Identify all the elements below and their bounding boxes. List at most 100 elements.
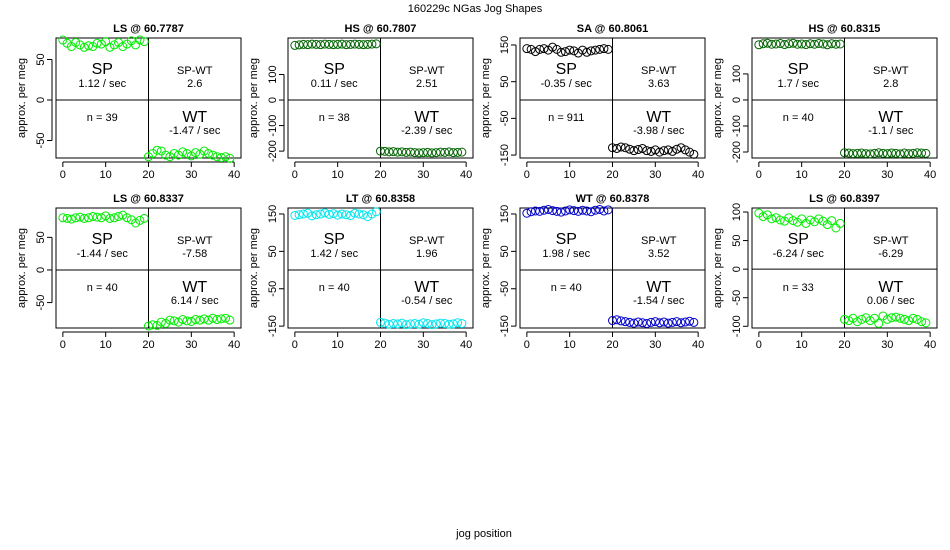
data-point xyxy=(148,320,158,330)
data-point xyxy=(805,39,815,49)
data-point xyxy=(522,44,532,54)
x-tick-label: 0 xyxy=(60,339,66,351)
n-label: n = 40 xyxy=(319,282,350,294)
data-point xyxy=(405,147,415,157)
data-point xyxy=(118,210,128,220)
data-point xyxy=(212,152,222,162)
data-point xyxy=(912,148,922,158)
data-point xyxy=(569,206,579,216)
diff-value: -6.29 xyxy=(878,248,903,260)
data-point xyxy=(333,39,343,49)
data-point xyxy=(895,313,905,323)
data-point xyxy=(801,40,811,50)
data-point xyxy=(75,40,85,50)
data-point xyxy=(840,314,849,324)
panel-title: LS @ 60.8397 xyxy=(809,193,880,205)
data-point xyxy=(96,213,106,223)
sp-label: SP xyxy=(556,61,577,78)
x-tick-label: 0 xyxy=(756,339,762,351)
x-tick-label: 20 xyxy=(606,169,618,181)
data-point xyxy=(431,148,441,158)
diff-label: SP-WT xyxy=(177,65,213,77)
data-point xyxy=(363,39,373,49)
y-tick-label: 50 xyxy=(499,76,511,88)
data-point xyxy=(685,147,695,157)
data-point xyxy=(775,38,785,48)
data-point xyxy=(599,206,609,216)
x-tick-label: 10 xyxy=(100,339,112,351)
x-tick-label: 30 xyxy=(185,169,197,181)
sp-label: SP xyxy=(324,231,345,248)
data-point xyxy=(88,211,98,221)
y-tick-label: -200 xyxy=(267,140,279,162)
data-point xyxy=(680,145,690,155)
data-point xyxy=(548,206,558,216)
data-point xyxy=(762,38,772,48)
data-point xyxy=(788,216,798,226)
data-point xyxy=(805,215,815,225)
data-point xyxy=(397,147,407,157)
data-point xyxy=(633,145,643,155)
sp-label: SP xyxy=(788,231,809,248)
data-point xyxy=(191,148,201,158)
data-point xyxy=(328,209,338,219)
sp-rate: 1.7 / sec xyxy=(777,78,819,90)
n-label: n = 40 xyxy=(783,112,814,124)
x-tick-label: 20 xyxy=(142,169,154,181)
data-point xyxy=(62,213,72,223)
data-point xyxy=(874,148,884,158)
data-point xyxy=(444,319,454,329)
page-title: 160229c NGas Jog Shapes xyxy=(408,3,543,15)
y-tick-label: -50 xyxy=(267,281,279,297)
data-point xyxy=(410,148,420,158)
x-tick-label: 0 xyxy=(524,169,530,181)
data-point xyxy=(376,146,385,156)
data-point xyxy=(904,316,914,326)
data-point xyxy=(66,214,76,224)
data-point xyxy=(689,317,699,327)
data-point xyxy=(118,42,128,52)
data-point xyxy=(625,144,635,154)
data-point xyxy=(165,315,175,325)
data-point xyxy=(560,47,570,57)
data-point xyxy=(161,150,171,160)
y-tick-label: -50 xyxy=(731,290,743,306)
sp-rate: -0.35 / sec xyxy=(541,78,593,90)
plot-frame xyxy=(519,207,706,329)
x-tick-label: 10 xyxy=(100,169,112,181)
y-tick-label: 50 xyxy=(499,245,511,257)
y-tick-label: -100 xyxy=(731,115,743,137)
data-point xyxy=(667,146,677,156)
wt-rate: -3.98 / sec xyxy=(633,125,685,137)
data-point xyxy=(788,38,798,48)
data-point xyxy=(539,44,549,54)
data-point xyxy=(663,145,673,155)
n-label: n = 40 xyxy=(551,282,582,294)
data-point xyxy=(629,146,639,156)
data-point xyxy=(637,143,647,153)
data-point xyxy=(917,148,927,158)
data-point xyxy=(599,44,609,54)
n-label: n = 38 xyxy=(319,112,350,124)
data-point xyxy=(367,39,377,49)
x-tick-label: 10 xyxy=(332,339,344,351)
data-point xyxy=(298,39,308,49)
x-tick-label: 30 xyxy=(417,339,429,351)
data-point xyxy=(320,208,330,218)
data-point xyxy=(852,317,862,327)
data-point xyxy=(797,39,807,49)
diff-label: SP-WT xyxy=(641,65,677,77)
sp-label: SP xyxy=(92,61,113,78)
data-point xyxy=(672,144,682,154)
y-tick-label: 0 xyxy=(731,97,743,103)
data-point xyxy=(590,45,600,55)
data-point xyxy=(904,149,914,159)
y-tick-label: 50 xyxy=(35,231,47,243)
y-tick-label: 150 xyxy=(499,36,511,54)
sp-rate: 1.98 / sec xyxy=(542,248,590,260)
data-point xyxy=(208,313,218,323)
y-axis-label: approx. per meg xyxy=(248,228,260,308)
data-point xyxy=(410,319,420,329)
data-point xyxy=(758,212,768,222)
data-point xyxy=(380,318,390,328)
